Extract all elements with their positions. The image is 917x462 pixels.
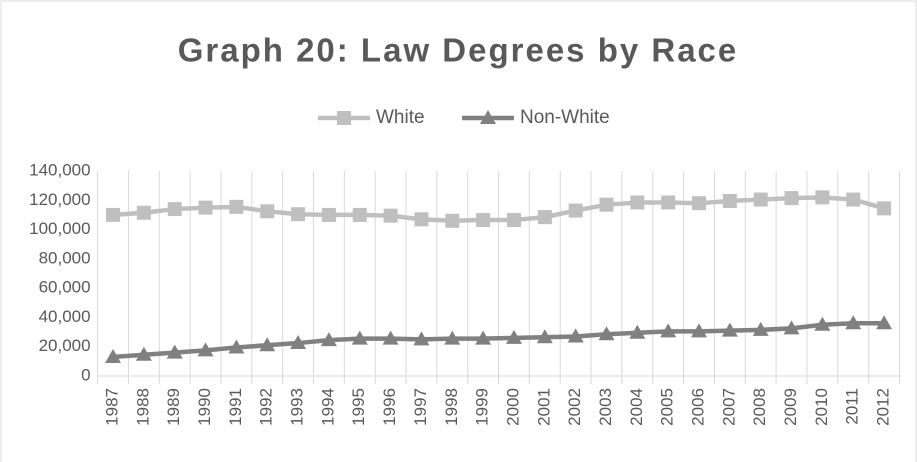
data-point	[722, 194, 737, 209]
data-point	[320, 332, 337, 347]
y-tick-label: 0	[81, 365, 90, 384]
x-tick-label: 1999	[473, 388, 492, 426]
data-point	[845, 315, 862, 330]
data-point	[691, 323, 708, 338]
x-tick-label: 1998	[442, 388, 461, 426]
x-tick-label: 2002	[565, 388, 584, 426]
y-tick-label: 100,000	[29, 219, 90, 238]
data-point	[475, 330, 492, 345]
data-point	[229, 199, 244, 214]
x-tick-label: 2010	[812, 388, 831, 426]
data-point	[814, 316, 831, 331]
data-point	[783, 320, 800, 335]
data-point	[413, 331, 430, 346]
y-tick-label: 20,000	[39, 336, 91, 355]
data-point	[228, 339, 245, 354]
data-point	[106, 207, 121, 222]
data-point	[105, 348, 122, 363]
data-point	[444, 330, 461, 345]
x-tick-label: 1996	[380, 388, 399, 426]
x-tick-label: 1990	[195, 388, 214, 426]
x-tick-label: 2009	[781, 388, 800, 426]
x-tick-label: 2007	[719, 388, 738, 426]
legend-marker	[480, 110, 496, 124]
legend-label: Non-White	[520, 107, 610, 128]
data-point	[383, 208, 398, 223]
legend-label: White	[376, 107, 425, 128]
data-point	[660, 323, 677, 338]
data-point	[291, 207, 306, 222]
data-point	[877, 201, 892, 216]
data-point	[753, 192, 768, 207]
data-point	[321, 207, 336, 222]
data-point	[166, 344, 183, 359]
x-tick-label: 2004	[627, 388, 646, 426]
x-tick-label: 2011	[843, 388, 862, 425]
legend-marker	[337, 111, 351, 125]
data-point	[414, 212, 429, 227]
data-point	[135, 346, 152, 361]
x-tick-label: 1997	[411, 388, 430, 426]
data-point	[599, 197, 614, 212]
x-tick-label: 1991	[226, 388, 245, 426]
chart-title: Graph 20: Law Degrees by Race	[178, 32, 739, 69]
data-point	[476, 213, 491, 228]
data-point	[692, 196, 707, 211]
y-tick-label: 140,000	[29, 160, 90, 179]
x-tick-label: 2008	[750, 388, 769, 426]
y-tick-label: 40,000	[39, 307, 91, 326]
y-tick-label: 60,000	[39, 278, 91, 297]
y-tick-label: 80,000	[39, 248, 91, 267]
data-point	[505, 329, 522, 344]
data-point	[661, 195, 676, 210]
data-point	[721, 322, 738, 337]
data-point	[784, 191, 799, 206]
data-point	[815, 190, 830, 205]
x-tick-label: 1989	[164, 388, 183, 426]
data-point	[537, 210, 552, 225]
x-tick-label: 1992	[257, 388, 276, 426]
x-tick-label: 1987	[103, 388, 122, 426]
data-point	[506, 213, 521, 228]
x-tick-label: 1995	[349, 388, 368, 426]
data-point	[536, 329, 553, 344]
data-point	[629, 324, 646, 339]
data-point	[259, 337, 276, 352]
x-tick-label: 2000	[503, 388, 522, 426]
data-point	[567, 328, 584, 343]
data-point	[445, 213, 460, 228]
data-point	[752, 321, 769, 336]
data-point	[197, 342, 214, 357]
x-tick-label: 2003	[596, 388, 615, 426]
series-line	[112, 321, 885, 360]
y-tick-label: 120,000	[29, 190, 90, 209]
data-point	[198, 200, 213, 215]
x-tick-label: 2005	[658, 388, 677, 426]
x-tick-label: 1993	[288, 388, 307, 426]
x-tick-label: 2001	[534, 388, 553, 426]
data-point	[290, 335, 307, 350]
data-point	[876, 315, 893, 330]
data-point	[568, 203, 583, 218]
data-point	[846, 192, 861, 207]
data-point	[351, 330, 368, 345]
x-tick-label: 2012	[874, 388, 893, 426]
data-point	[136, 205, 151, 220]
x-tick-label: 2006	[689, 388, 708, 426]
data-point	[598, 326, 615, 341]
data-point	[382, 330, 399, 345]
data-point	[352, 207, 367, 222]
x-tick-label: 1988	[133, 388, 152, 426]
data-point	[630, 195, 645, 210]
data-point	[167, 202, 182, 217]
data-point	[260, 204, 275, 219]
x-tick-label: 1994	[318, 388, 337, 426]
